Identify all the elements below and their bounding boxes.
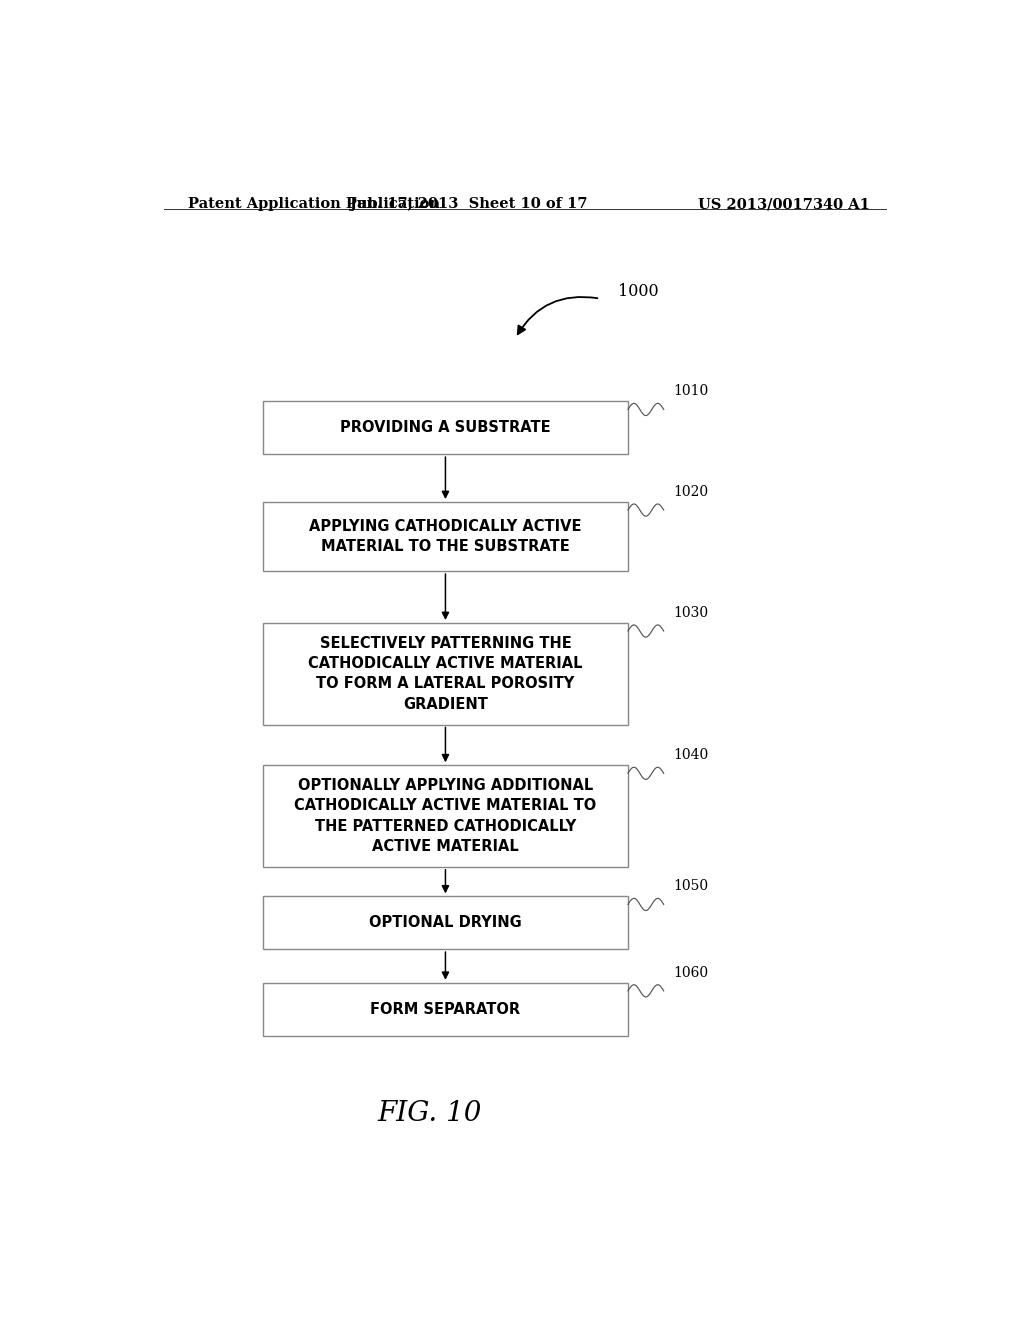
- Text: OPTIONAL DRYING: OPTIONAL DRYING: [369, 915, 522, 931]
- Bar: [263, 401, 628, 454]
- Text: SELECTIVELY PATTERNING THE
CATHODICALLY ACTIVE MATERIAL
TO FORM A LATERAL POROSI: SELECTIVELY PATTERNING THE CATHODICALLY …: [308, 636, 583, 711]
- Text: 1060: 1060: [673, 965, 709, 979]
- Text: 1000: 1000: [618, 282, 659, 300]
- Text: 1020: 1020: [673, 484, 709, 499]
- Text: APPLYING CATHODICALLY ACTIVE
MATERIAL TO THE SUBSTRATE: APPLYING CATHODICALLY ACTIVE MATERIAL TO…: [309, 519, 582, 554]
- Bar: [263, 766, 628, 867]
- Text: OPTIONALLY APPLYING ADDITIONAL
CATHODICALLY ACTIVE MATERIAL TO
THE PATTERNED CAT: OPTIONALLY APPLYING ADDITIONAL CATHODICA…: [294, 777, 597, 854]
- Text: 1050: 1050: [673, 879, 709, 894]
- Text: 1040: 1040: [673, 748, 709, 762]
- Text: US 2013/0017340 A1: US 2013/0017340 A1: [698, 197, 870, 211]
- Bar: [263, 623, 628, 725]
- Bar: [263, 896, 628, 949]
- Text: Jan. 17, 2013  Sheet 10 of 17: Jan. 17, 2013 Sheet 10 of 17: [350, 197, 588, 211]
- Text: FIG. 10: FIG. 10: [378, 1101, 481, 1127]
- Text: Patent Application Publication: Patent Application Publication: [187, 197, 439, 211]
- Text: 1010: 1010: [673, 384, 709, 399]
- Text: PROVIDING A SUBSTRATE: PROVIDING A SUBSTRATE: [340, 420, 551, 436]
- Text: 1030: 1030: [673, 606, 709, 619]
- Bar: [263, 982, 628, 1036]
- Text: FORM SEPARATOR: FORM SEPARATOR: [371, 1002, 520, 1016]
- Bar: [263, 502, 628, 572]
